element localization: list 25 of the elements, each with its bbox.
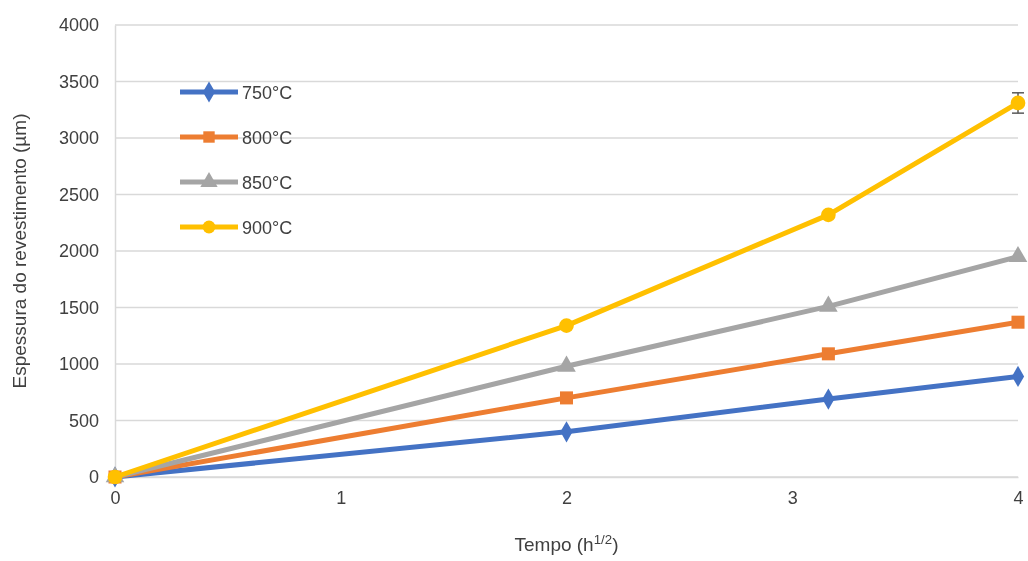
point bbox=[559, 391, 574, 405]
y-tick-label: 0 bbox=[88, 467, 99, 488]
x-tick-label: 1 bbox=[336, 487, 347, 508]
x-tick-label: 0 bbox=[110, 487, 121, 508]
x-tick-label: 4 bbox=[1013, 487, 1024, 508]
point bbox=[1011, 315, 1025, 329]
legend-label: 850°C bbox=[242, 173, 293, 193]
y-tick-label: 2500 bbox=[58, 184, 99, 205]
legend-label: 750°C bbox=[242, 83, 293, 103]
legend-label: 900°C bbox=[242, 218, 293, 238]
y-tick-label: 3000 bbox=[58, 128, 99, 149]
y-tick-label: 500 bbox=[68, 410, 99, 431]
legend-label: 800°C bbox=[242, 128, 293, 148]
y-tick-label: 1500 bbox=[58, 297, 99, 318]
x-tick-label: 2 bbox=[561, 487, 573, 508]
point bbox=[821, 207, 836, 223]
y-tick-label: 2000 bbox=[58, 241, 99, 262]
y-tick-label: 3500 bbox=[58, 71, 99, 92]
point bbox=[559, 318, 574, 333]
y-tick-label: 4000 bbox=[58, 15, 99, 36]
x-tick-label: 3 bbox=[787, 487, 798, 508]
y-tick-label: 1000 bbox=[58, 354, 99, 375]
point bbox=[821, 347, 835, 361]
y-axis-title: Espessura do revestimento (µm) bbox=[9, 113, 30, 389]
x-axis-title: Tempo (h$^{1/2}$) bbox=[514, 531, 619, 555]
